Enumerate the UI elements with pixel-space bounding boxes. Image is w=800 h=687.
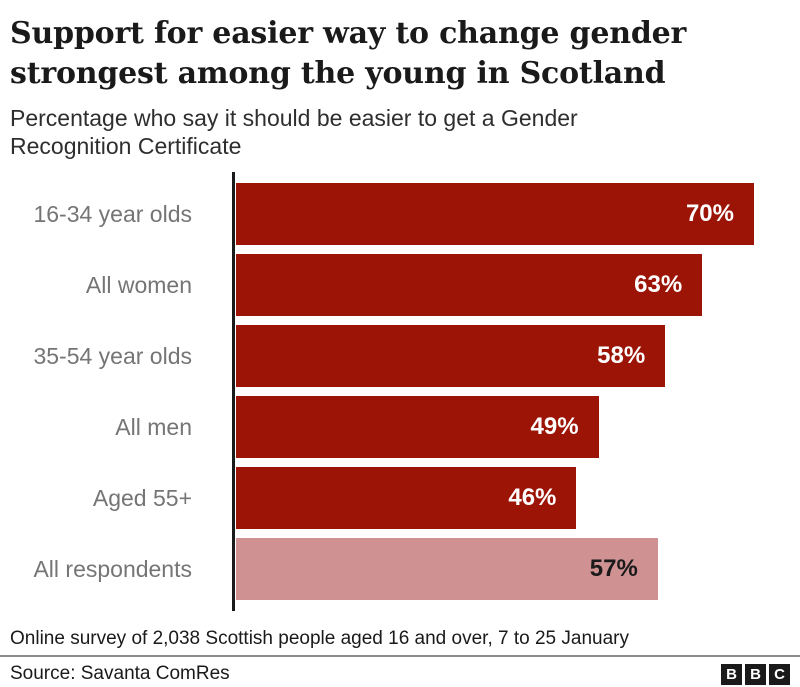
chart-row: All men 49%: [10, 396, 790, 458]
category-label: 16-34 year olds: [33, 200, 192, 227]
value-label: 57%: [589, 555, 638, 582]
bar: 58%: [236, 325, 666, 387]
y-axis-line: [232, 172, 235, 611]
category-label: Aged 55+: [92, 484, 192, 511]
value-label: 49%: [530, 413, 579, 440]
footer-divider: [0, 655, 800, 657]
bar: 57%: [236, 538, 658, 600]
bbc-logo-letter: B: [745, 663, 766, 685]
value-label: 46%: [508, 484, 557, 511]
bar-chart: 16-34 year olds 70% All women 63% 35-54 …: [10, 172, 790, 611]
source-credit: Source: Savanta ComRes: [10, 663, 230, 684]
footer: Source: Savanta ComRes B B C: [10, 657, 790, 685]
page-title: Support for easier way to change gender …: [10, 16, 687, 91]
chart-row: All respondents 57%: [10, 538, 790, 600]
category-label: 35-54 year olds: [33, 342, 192, 369]
bbc-logo-letter: C: [769, 663, 790, 685]
category-label: All respondents: [33, 555, 192, 582]
bbc-logo: B B C: [721, 663, 790, 685]
chart-row: Aged 55+ 46%: [10, 467, 790, 529]
category-label: All men: [115, 413, 192, 440]
value-label: 58%: [597, 342, 646, 369]
bbc-logo-letter: B: [721, 663, 742, 685]
bar: 46%: [236, 467, 577, 529]
value-label: 63%: [634, 271, 683, 298]
chart-row: All women 63%: [10, 254, 790, 316]
bar-rows: 16-34 year olds 70% All women 63% 35-54 …: [10, 183, 790, 600]
survey-footnote: Online survey of 2,038 Scottish people a…: [10, 628, 629, 649]
chart-subtitle: Percentage who say it should be easier t…: [10, 105, 578, 159]
bar: 70%: [236, 183, 754, 245]
bar: 49%: [236, 396, 599, 458]
bar: 63%: [236, 254, 703, 316]
category-label: All women: [85, 271, 192, 298]
value-label: 70%: [685, 200, 734, 227]
chart-row: 16-34 year olds 70%: [10, 183, 790, 245]
chart-row: 35-54 year olds 58%: [10, 325, 790, 387]
